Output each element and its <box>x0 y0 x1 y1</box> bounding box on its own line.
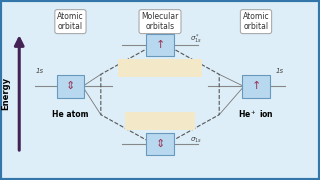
FancyBboxPatch shape <box>57 75 84 98</box>
FancyBboxPatch shape <box>118 58 202 77</box>
Text: Atomic
orbital: Atomic orbital <box>57 12 84 31</box>
Text: He$^+$ ion: He$^+$ ion <box>238 108 274 120</box>
Text: 1s: 1s <box>276 68 284 74</box>
Text: $\sigma^*_{1s}$: $\sigma^*_{1s}$ <box>190 33 203 46</box>
FancyBboxPatch shape <box>243 75 270 98</box>
Text: Atomic
orbital: Atomic orbital <box>243 12 269 31</box>
FancyBboxPatch shape <box>147 34 174 56</box>
Text: Bonding: Bonding <box>144 117 176 126</box>
Text: Molecular
orbitals: Molecular orbitals <box>141 12 179 31</box>
Text: ↑: ↑ <box>155 40 165 50</box>
Text: 1s: 1s <box>36 68 44 74</box>
Text: ⇕: ⇕ <box>66 81 75 91</box>
Text: He atom: He atom <box>52 110 89 119</box>
Text: Energy: Energy <box>1 77 10 110</box>
Text: ⇕: ⇕ <box>155 139 165 149</box>
Text: Antibonding: Antibonding <box>137 64 183 72</box>
FancyBboxPatch shape <box>125 112 195 130</box>
Text: $\sigma_{1s}$: $\sigma_{1s}$ <box>190 136 203 145</box>
Text: ↑: ↑ <box>251 81 261 91</box>
FancyBboxPatch shape <box>147 133 174 155</box>
